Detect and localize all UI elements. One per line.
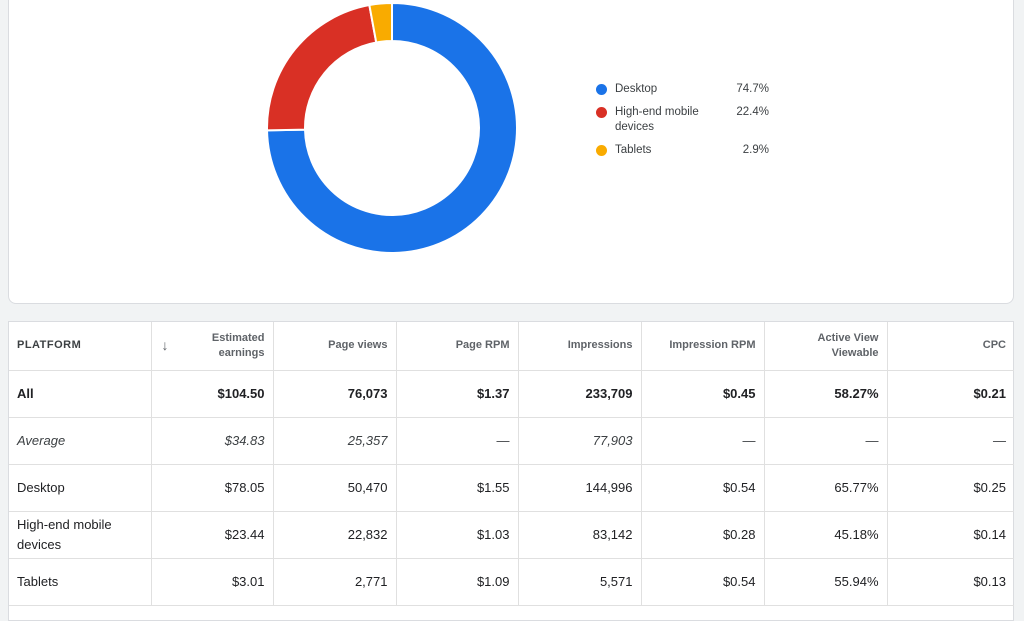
- donut-slice-tablets[interactable]: [368, 1, 393, 44]
- metric-cell: $0.14: [887, 511, 1014, 559]
- metric-cell: —: [887, 417, 1014, 465]
- metric-cell: 25,357: [273, 417, 397, 465]
- platform-cell: All: [9, 370, 152, 418]
- legend-label: High-end mobile devices: [615, 106, 699, 133]
- donut-slice-desktop[interactable]: [266, 1, 518, 254]
- column-header-cpc[interactable]: CPC: [887, 322, 1014, 371]
- column-header-impression-rpm[interactable]: Impression RPM: [641, 322, 765, 371]
- metric-cell: $23.44: [151, 511, 274, 559]
- legend-dot-icon: [596, 84, 607, 95]
- metric-cell: 76,073: [273, 370, 397, 418]
- column-header-label: Page RPM: [455, 339, 510, 352]
- metric-cell: $0.45: [641, 370, 765, 418]
- metric-cell: $0.54: [641, 558, 765, 606]
- metric-cell: $0.54: [641, 464, 765, 512]
- legend-dot-icon: [596, 145, 607, 156]
- metric-cell: $104.50: [151, 370, 274, 418]
- platform-table: PLATFORM ↓ Estimated earnings Page views Pag…: [9, 322, 1014, 606]
- column-header-label: Page views: [328, 339, 388, 352]
- metric-cell: $0.25: [887, 464, 1014, 512]
- legend-dot-icon: [596, 107, 607, 118]
- donut-slice-high-end-mobile-devices[interactable]: [266, 3, 378, 132]
- metric-cell: 45.18%: [764, 511, 888, 559]
- metric-cell: 2,771: [273, 558, 397, 606]
- table-row[interactable]: All $104.50 76,073 $1.37 233,709 $0.45 58.27% $…: [9, 370, 1014, 418]
- metric-cell: —: [641, 417, 765, 465]
- legend-label: Desktop: [615, 83, 658, 95]
- metric-cell: 55.94%: [764, 558, 888, 606]
- column-header-label: Active View Viewable: [817, 331, 879, 359]
- legend-value: 74.7%: [736, 83, 769, 95]
- metric-cell: 77,903: [518, 417, 642, 465]
- table-row[interactable]: Tablets $3.01 2,771 $1.09 5,571 $0.54 55.94% $0…: [9, 558, 1014, 606]
- column-header-active-view-viewable[interactable]: Active View Viewable: [764, 322, 888, 371]
- metric-cell: 65.77%: [764, 464, 888, 512]
- metric-cell: $1.03: [396, 511, 519, 559]
- platform-cell: Tablets: [9, 558, 152, 606]
- legend-item-high-end-mobile-devices[interactable]: High-end mobile devices 22.4%: [596, 105, 771, 135]
- column-header-impressions[interactable]: Impressions: [518, 322, 642, 371]
- column-header-estimated-earnings[interactable]: ↓ Estimated earnings: [151, 322, 274, 371]
- metric-cell: 233,709: [518, 370, 642, 418]
- platform-cell: Average: [9, 417, 152, 465]
- metric-cell: $34.83: [151, 417, 274, 465]
- table-header-row: PLATFORM ↓ Estimated earnings Page views Pag…: [9, 322, 1014, 371]
- table-row[interactable]: High-end mobile devices $23.44 22,832 $1.03…: [9, 511, 1014, 559]
- metric-cell: $1.09: [396, 558, 519, 606]
- metric-cell: 5,571: [518, 558, 642, 606]
- metric-cell: $3.01: [151, 558, 274, 606]
- column-header-label: Impression RPM: [669, 339, 756, 352]
- table-row[interactable]: Desktop $78.05 50,470 $1.55 144,996 $0.54 65.7…: [9, 464, 1014, 512]
- metric-cell: 22,832: [273, 511, 397, 559]
- column-header-page-rpm[interactable]: Page RPM: [396, 322, 519, 371]
- metric-cell: $1.55: [396, 464, 519, 512]
- platform-cell: High-end mobile devices: [9, 511, 152, 559]
- chart-legend: Desktop 74.7% High-end mobile devices 22.4%…: [596, 82, 771, 166]
- legend-value: 22.4%: [736, 106, 769, 118]
- chart-card: Desktop 74.7% High-end mobile devices 22.4%…: [8, 0, 1014, 304]
- legend-item-tablets[interactable]: Tablets 2.9%: [596, 143, 771, 158]
- column-header-label: CPC: [982, 339, 1006, 352]
- legend-label: Tablets: [615, 144, 652, 156]
- legend-item-desktop[interactable]: Desktop 74.7%: [596, 82, 771, 97]
- platform-table-card: PLATFORM ↓ Estimated earnings Page views Pag…: [8, 321, 1014, 621]
- legend-value: 2.9%: [742, 144, 769, 156]
- column-header-label: Impressions: [567, 339, 633, 352]
- arrow-down-icon[interactable]: ↓: [161, 337, 169, 353]
- metric-cell: $0.28: [641, 511, 765, 559]
- metric-cell: —: [764, 417, 888, 465]
- metric-cell: $78.05: [151, 464, 274, 512]
- column-header-page-views[interactable]: Page views: [273, 322, 397, 371]
- donut-chart: [266, 1, 518, 254]
- platform-cell: Desktop: [9, 464, 152, 512]
- metric-cell: $0.13: [887, 558, 1014, 606]
- metric-cell: 58.27%: [764, 370, 888, 418]
- table-row[interactable]: Average $34.83 25,357—77,903— — —: [9, 417, 1014, 465]
- column-header-label: Estimated earnings: [211, 331, 265, 359]
- column-header-label: PLATFORM: [17, 339, 82, 352]
- metric-cell: —: [396, 417, 519, 465]
- metric-cell: $0.21: [887, 370, 1014, 418]
- metric-cell: 144,996: [518, 464, 642, 512]
- metric-cell: 50,470: [273, 464, 397, 512]
- metric-cell: $1.37: [396, 370, 519, 418]
- column-header-platform[interactable]: PLATFORM: [9, 322, 152, 371]
- metric-cell: 83,142: [518, 511, 642, 559]
